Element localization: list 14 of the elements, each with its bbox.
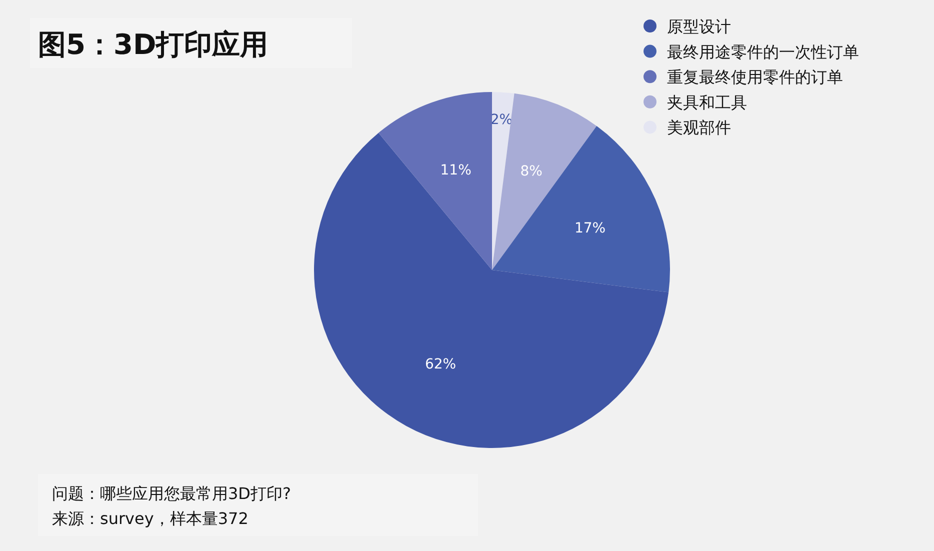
data-label: 11% [440, 162, 472, 179]
legend-label: 美观部件 [667, 118, 731, 138]
data-label: 17% [574, 220, 606, 237]
data-label: 62% [424, 356, 456, 373]
text: 问题：哪些应用您最常用3D打印? [52, 484, 291, 503]
legend-label: 重复最终使用零件的订单 [667, 68, 843, 87]
legend-label: 原型设计 [667, 17, 731, 36]
pie-slice [492, 92, 514, 270]
source-note: 来源：survey，样本量372 [52, 509, 248, 528]
pie-slice [378, 92, 492, 270]
legend-label: 最终用途零件的一次性订单 [667, 42, 859, 62]
data-label: 8% [520, 164, 542, 180]
chart-title: 图5：3D打印应用 [38, 28, 268, 61]
legend-label: 夹具和工具 [667, 92, 747, 112]
